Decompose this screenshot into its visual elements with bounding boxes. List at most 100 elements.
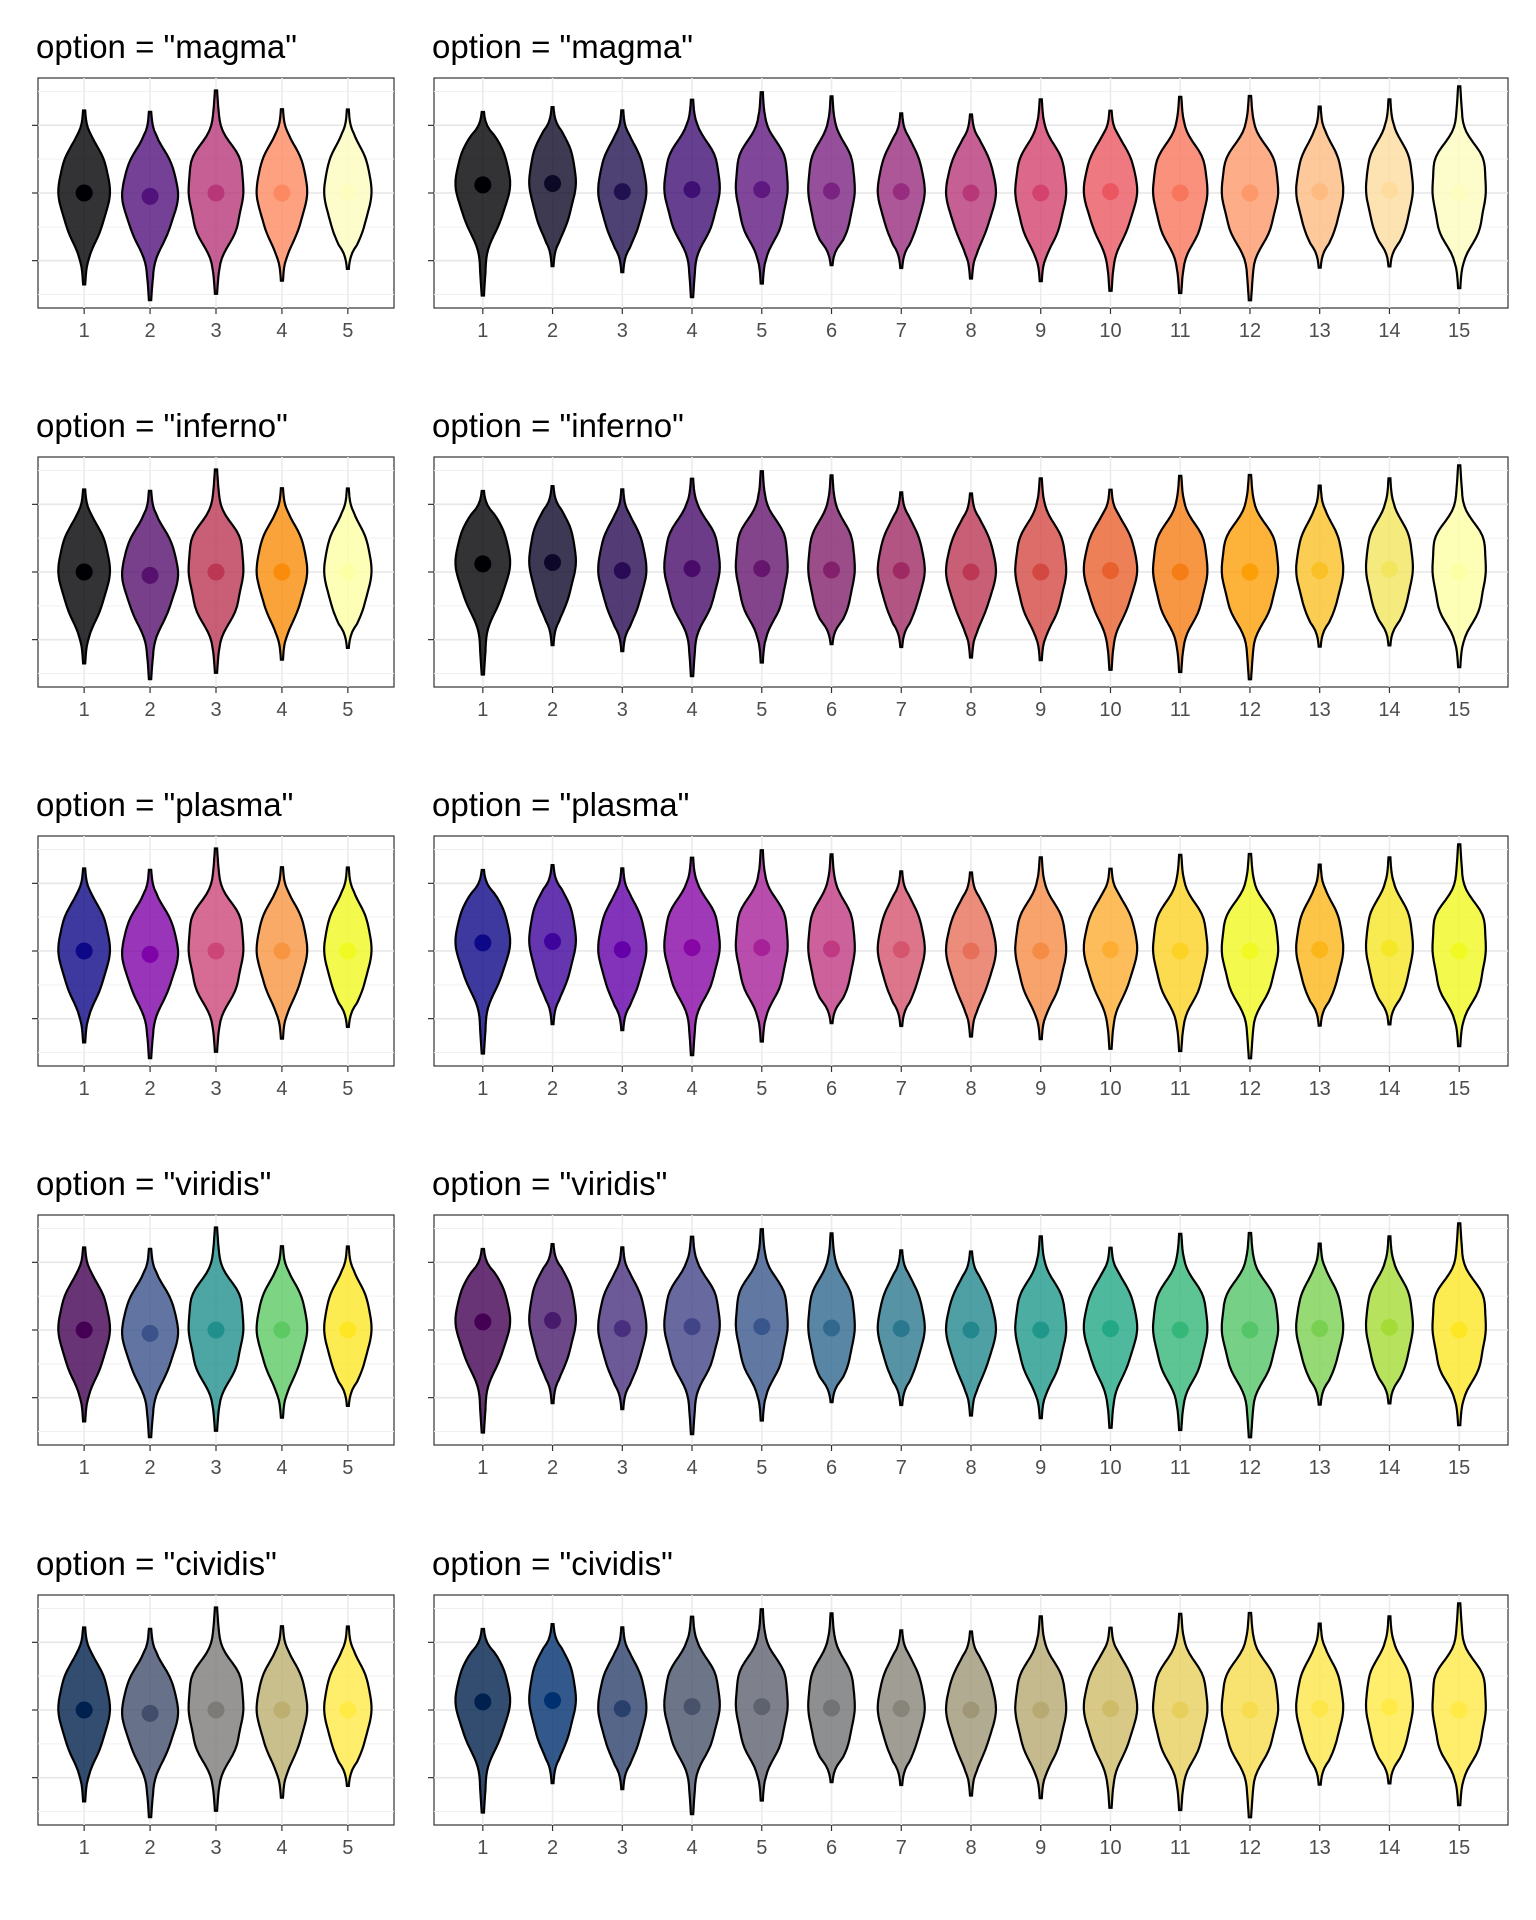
median-point-13 xyxy=(1311,183,1329,201)
median-point-7 xyxy=(892,1320,910,1338)
median-point-1 xyxy=(75,1321,93,1339)
median-point-9 xyxy=(1032,184,1050,202)
median-point-3 xyxy=(613,183,631,201)
x-tick-label: 7 xyxy=(896,699,907,721)
x-tick-label: 5 xyxy=(342,1837,353,1859)
violin-6 xyxy=(807,474,856,646)
x-tick-label: 3 xyxy=(210,1837,221,1859)
x-tick-label: 2 xyxy=(145,1078,156,1100)
median-point-7 xyxy=(892,1700,910,1718)
x-tick-label: 15 xyxy=(1448,1837,1470,1859)
median-point-4 xyxy=(683,181,701,199)
x-tick-label: 1 xyxy=(79,320,90,342)
x-tick-label: 7 xyxy=(896,1837,907,1859)
x-tick-label: 5 xyxy=(756,699,767,721)
median-point-8 xyxy=(962,942,980,960)
median-point-10 xyxy=(1101,183,1119,201)
median-point-1 xyxy=(474,934,492,952)
violin-1 xyxy=(454,110,512,297)
violin-1 xyxy=(454,1247,512,1434)
median-point-6 xyxy=(823,1319,841,1337)
median-point-15 xyxy=(1450,1701,1468,1719)
x-tick-label: 3 xyxy=(210,1078,221,1100)
panel-title: option = "inferno" xyxy=(36,407,288,444)
median-point-3 xyxy=(207,1701,225,1719)
x-tick-label: 13 xyxy=(1309,1837,1331,1859)
median-point-3 xyxy=(207,942,225,960)
x-tick-label: 5 xyxy=(756,1457,767,1479)
x-tick-label: 15 xyxy=(1448,1457,1470,1479)
median-point-1 xyxy=(474,176,492,194)
x-tick-label: 4 xyxy=(276,320,287,342)
x-tick-label: 12 xyxy=(1239,1837,1261,1859)
median-point-4 xyxy=(683,1318,701,1336)
panel-inferno-15: option = "inferno"1 2 3 4 5 6 7 8 9 10 11 12 13 14 15 xyxy=(428,407,1509,721)
panel-cividis-15: option = "cividis"1 2 3 4 5 6 7 8 9 10 11 12 13 14 15 xyxy=(428,1545,1509,1859)
x-tick-label: 5 xyxy=(756,1078,767,1100)
x-tick-label: 9 xyxy=(1035,1837,1046,1859)
panel-title: option = "plasma" xyxy=(432,786,689,823)
panel-viridis-15: option = "viridis"1 2 3 4 5 6 7 8 9 10 11 12 13 14 15 xyxy=(428,1165,1509,1479)
panel-title: option = "viridis" xyxy=(432,1165,667,1202)
x-tick-label: 7 xyxy=(896,1078,907,1100)
violin-1 xyxy=(454,489,512,676)
x-tick-label: 15 xyxy=(1448,320,1470,342)
median-point-5 xyxy=(339,1701,357,1719)
x-tick-label: 8 xyxy=(965,320,976,342)
x-tick-label: 5 xyxy=(756,320,767,342)
median-point-3 xyxy=(613,1700,631,1718)
violin-10 xyxy=(1082,1626,1139,1809)
x-tick-label: 4 xyxy=(276,1457,287,1479)
x-tick-label: 14 xyxy=(1378,1078,1400,1100)
x-tick-label: 12 xyxy=(1239,1457,1261,1479)
median-point-4 xyxy=(273,184,291,202)
median-point-1 xyxy=(75,184,93,202)
x-tick-label: 14 xyxy=(1378,699,1400,721)
median-point-2 xyxy=(141,566,159,584)
x-tick-label: 6 xyxy=(826,320,837,342)
median-point-8 xyxy=(962,1321,980,1339)
x-tick-label: 11 xyxy=(1170,1837,1191,1859)
x-tick-label: 14 xyxy=(1378,320,1400,342)
panel-viridis-5: option = "viridis" 1 2 3 4 5 xyxy=(32,1165,395,1479)
x-tick-label: 1 xyxy=(79,1837,90,1859)
x-tick-label: 4 xyxy=(686,1837,697,1859)
median-point-3 xyxy=(207,1321,225,1339)
median-point-1 xyxy=(75,563,93,581)
violin-10 xyxy=(1082,488,1139,671)
x-tick-label: 1 xyxy=(79,699,90,721)
x-tick-label: 2 xyxy=(145,1837,156,1859)
median-point-10 xyxy=(1101,1700,1119,1718)
x-tick-label: 8 xyxy=(965,1078,976,1100)
x-tick-label: 13 xyxy=(1309,1078,1331,1100)
panel-inferno-5: option = "inferno" 1 2 3 4 5 xyxy=(32,407,395,721)
x-tick-label: 1 xyxy=(79,1078,90,1100)
panel-magma-5: option = "magma" 1 2 3 4 5 xyxy=(32,28,395,342)
median-point-12 xyxy=(1241,942,1259,960)
median-point-1 xyxy=(474,1313,492,1331)
median-point-1 xyxy=(474,1693,492,1711)
median-point-4 xyxy=(273,942,291,960)
x-tick-label: 4 xyxy=(276,1837,287,1859)
median-point-14 xyxy=(1380,1698,1398,1716)
x-tick-label: 15 xyxy=(1448,699,1470,721)
violin-2 xyxy=(120,868,180,1060)
median-point-11 xyxy=(1171,563,1189,581)
median-point-4 xyxy=(273,1701,291,1719)
x-tick-label: 2 xyxy=(547,320,558,342)
x-tick-label: 2 xyxy=(547,1837,558,1859)
median-point-4 xyxy=(683,1698,701,1716)
x-tick-label: 2 xyxy=(145,699,156,721)
violin-4 xyxy=(663,477,721,678)
median-point-7 xyxy=(892,562,910,580)
x-tick-label: 15 xyxy=(1448,1078,1470,1100)
violin-4 xyxy=(663,856,721,1057)
violin-2 xyxy=(120,489,180,681)
median-point-4 xyxy=(273,1321,291,1339)
median-point-3 xyxy=(207,563,225,581)
median-point-8 xyxy=(962,1701,980,1719)
median-point-2 xyxy=(141,1324,159,1342)
x-tick-label: 10 xyxy=(1099,320,1121,342)
median-point-5 xyxy=(339,942,357,960)
median-point-9 xyxy=(1032,563,1050,581)
